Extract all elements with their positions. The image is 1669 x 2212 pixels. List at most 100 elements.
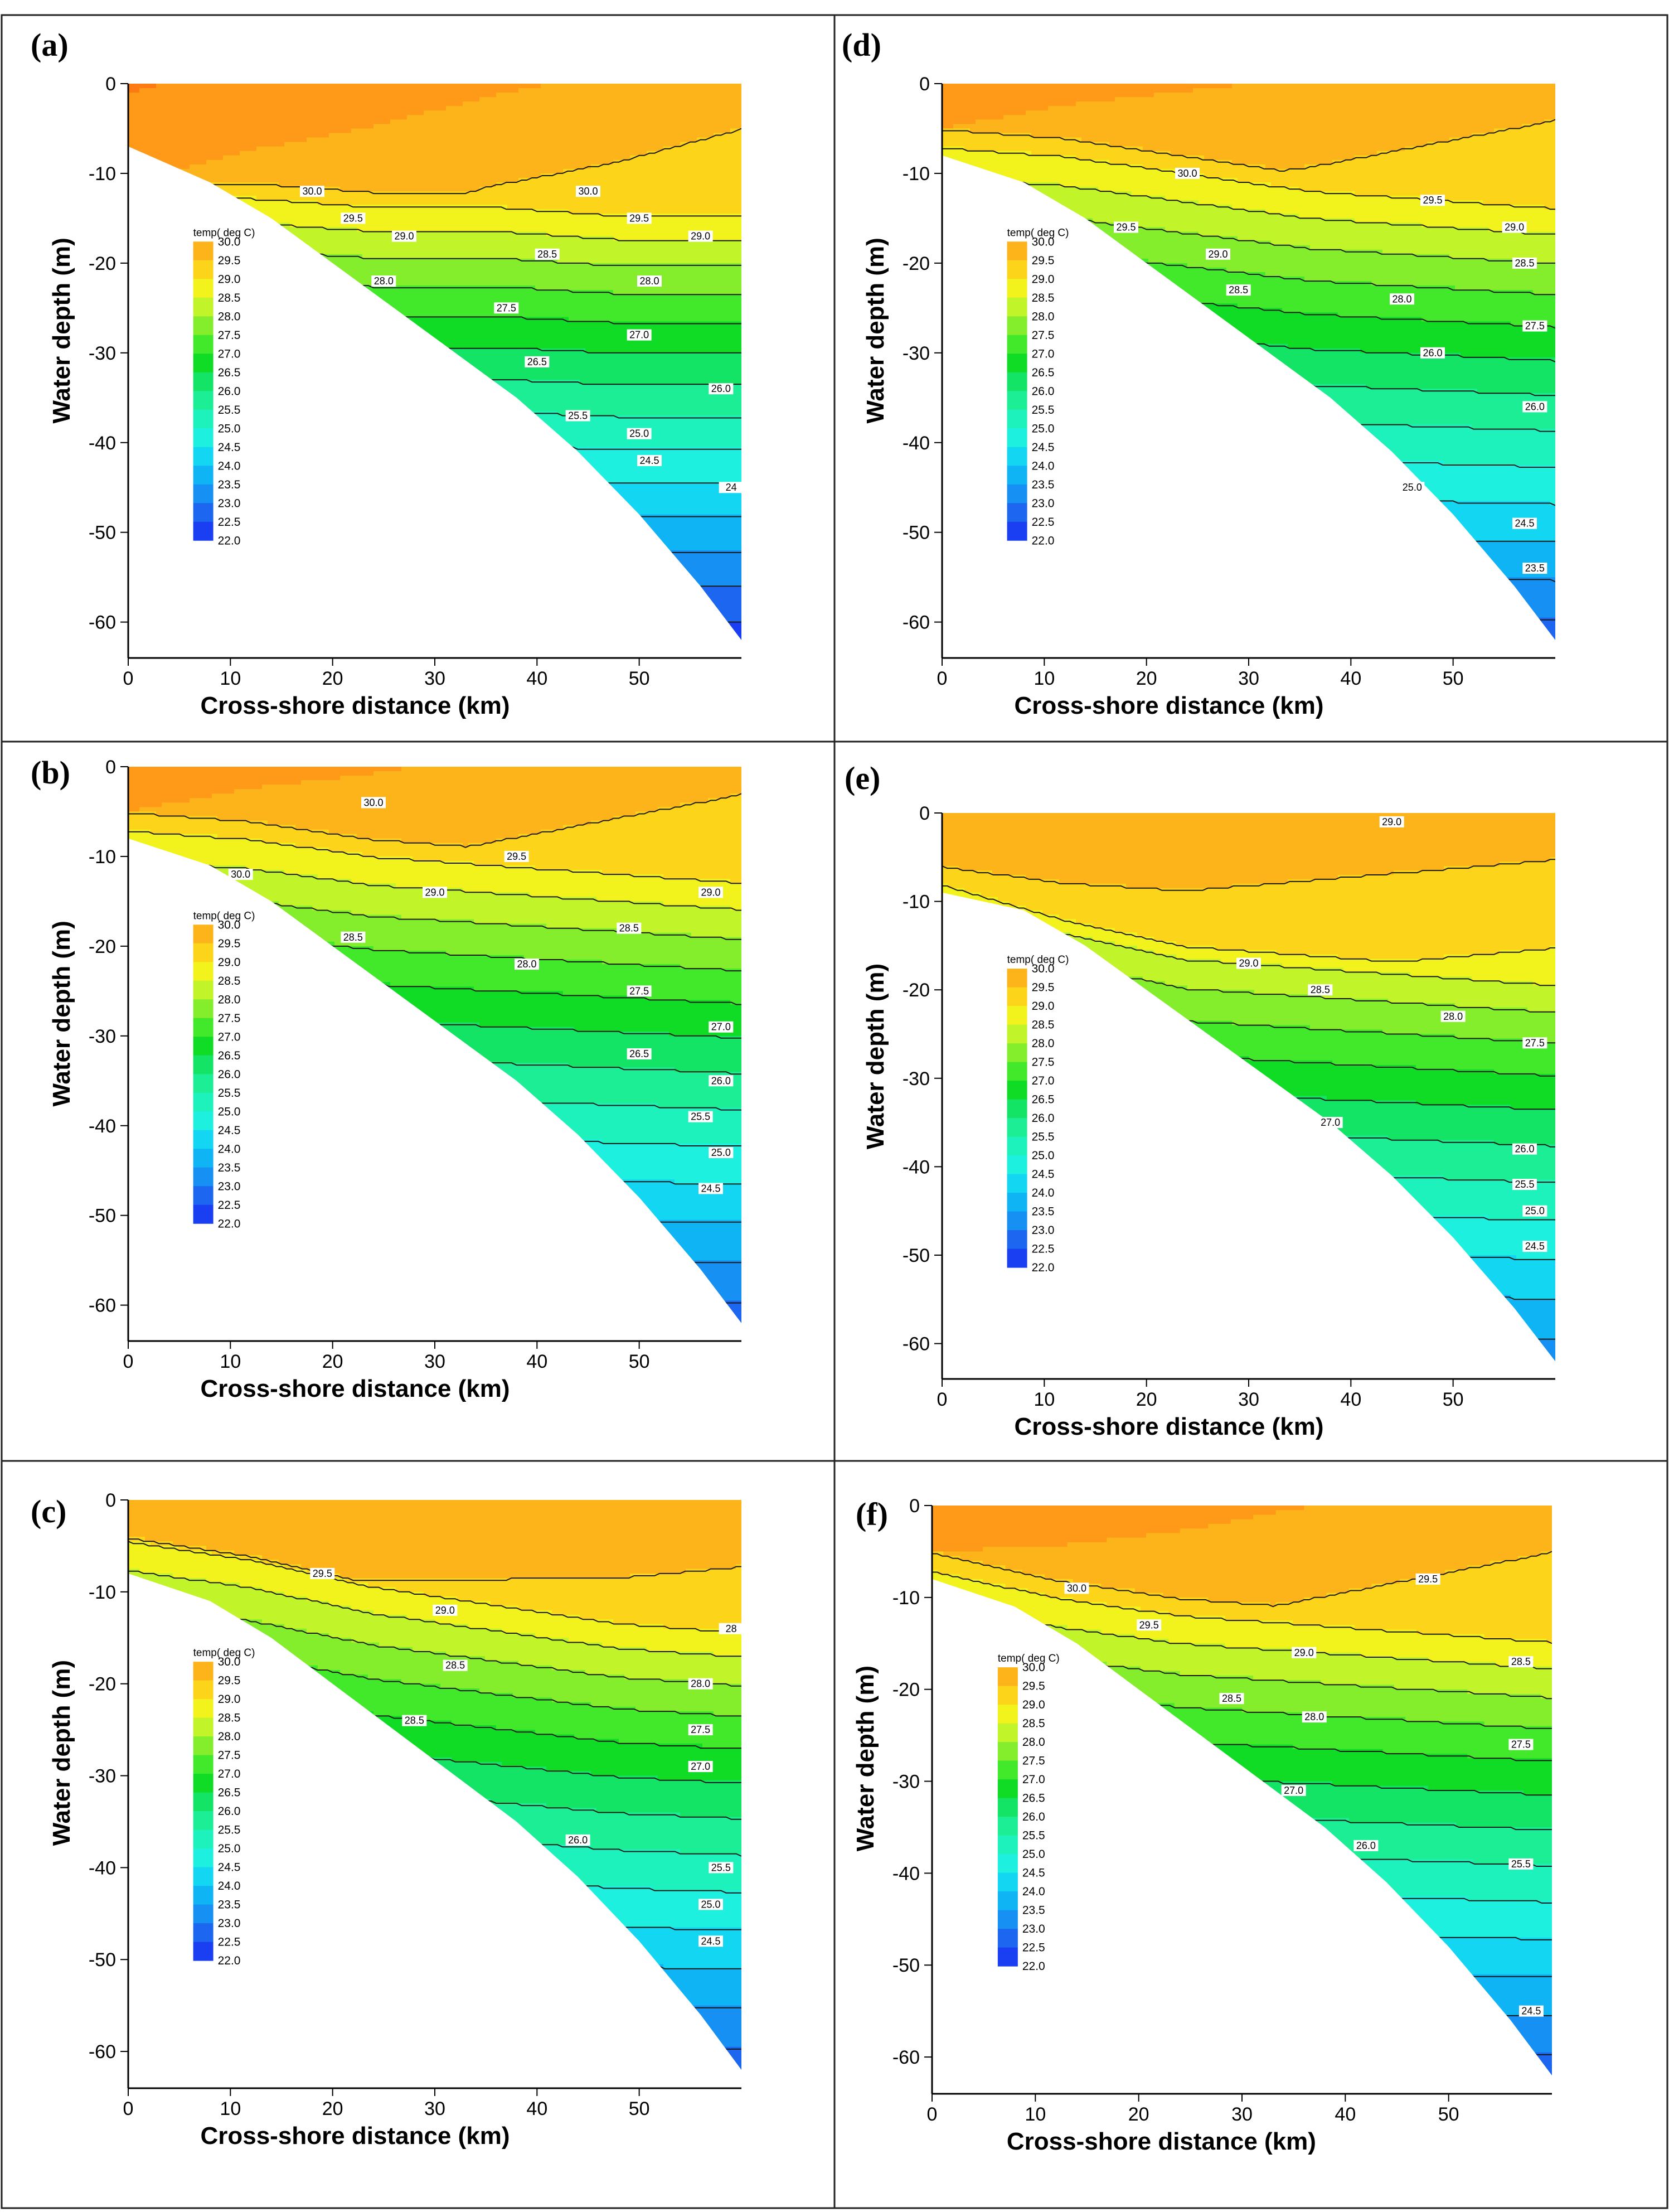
legend-swatch xyxy=(1007,1118,1027,1137)
legend-swatch xyxy=(1007,503,1027,522)
legend-label: 25.0 xyxy=(1032,422,1055,435)
y-tick-label: 0 xyxy=(919,74,930,95)
contour-label: 28.0 xyxy=(1392,293,1411,304)
contour-label: 25.0 xyxy=(1403,482,1422,493)
contour-label: 24.5 xyxy=(701,1935,720,1947)
contour-label: 24.5 xyxy=(639,455,659,466)
legend-swatch xyxy=(193,1867,214,1886)
legend-label: 27.5 xyxy=(1032,329,1055,342)
legend-swatch xyxy=(193,503,214,522)
contour-label: 29.0 xyxy=(425,887,444,898)
contour-label: 28 xyxy=(726,1623,737,1634)
legend-swatch xyxy=(1007,1230,1027,1249)
legend-label: 22.0 xyxy=(1032,534,1055,547)
legend-swatch xyxy=(1007,988,1027,1006)
legend-label: 25.5 xyxy=(1032,404,1055,417)
legend-label: 26.5 xyxy=(1032,366,1055,379)
legend-swatch xyxy=(193,1149,214,1168)
legend-label: 22.5 xyxy=(218,1936,241,1949)
x-tick-label: 50 xyxy=(629,1351,650,1372)
x-tick-label: 30 xyxy=(1238,1389,1259,1410)
y-tick-label: -10 xyxy=(892,1587,920,1609)
legend-swatch xyxy=(1007,1155,1027,1174)
x-tick-label: 0 xyxy=(123,668,134,689)
contour-label: 25.5 xyxy=(691,1111,710,1122)
legend-swatch xyxy=(193,1056,214,1074)
legend-swatch xyxy=(193,466,214,485)
x-tick-label: 20 xyxy=(1128,2104,1149,2125)
x-tick-label: 10 xyxy=(1034,668,1055,689)
legend-label: 23.5 xyxy=(1032,1206,1055,1218)
legend-swatch xyxy=(1007,372,1027,391)
y-tick-label: -10 xyxy=(89,1582,116,1603)
legend-swatch xyxy=(998,1929,1018,1948)
legend-swatch xyxy=(1007,1249,1027,1268)
y-tick-label: 0 xyxy=(909,1495,920,1517)
contour-label: 29.0 xyxy=(691,231,710,242)
legend-swatch xyxy=(193,410,214,429)
y-tick-label: -60 xyxy=(903,1334,930,1355)
legend-label: 29.5 xyxy=(218,254,241,267)
legend-label: 22.5 xyxy=(1032,1243,1055,1256)
contour-label: 27.0 xyxy=(691,1761,710,1772)
y-tick-label: -20 xyxy=(892,1679,920,1701)
contour-label: 23.5 xyxy=(1525,563,1545,574)
legend-swatch xyxy=(193,1848,214,1867)
legend-swatch xyxy=(998,1948,1018,1967)
x-tick-label: 10 xyxy=(1034,1389,1055,1410)
contour-label: 29.5 xyxy=(1139,1619,1159,1630)
contour-label: 30.0 xyxy=(1177,168,1197,179)
legend-swatch xyxy=(193,1718,214,1737)
legend-swatch xyxy=(193,925,214,943)
contour-label: 28.5 xyxy=(405,1715,424,1726)
contour-label: 30.0 xyxy=(578,186,598,197)
legend-swatch xyxy=(1007,447,1027,466)
y-axis-label: Water depth (m) xyxy=(862,964,889,1149)
legend-label: 29.0 xyxy=(218,1693,241,1706)
contour-label: 27.0 xyxy=(629,330,649,341)
legend-label: 29.0 xyxy=(1032,1000,1055,1013)
legend-label: 28.5 xyxy=(218,292,241,304)
legend-label: 22.0 xyxy=(218,1217,241,1230)
legend-label: 27.0 xyxy=(1022,1773,1045,1786)
contour-label: 29.5 xyxy=(507,851,526,862)
legend-swatch xyxy=(1007,466,1027,485)
legend-label: 24.5 xyxy=(1032,441,1055,454)
legend-label: 23.5 xyxy=(218,1161,241,1174)
contour-label: 28.0 xyxy=(691,1678,710,1690)
y-tick-label: -50 xyxy=(89,1206,116,1227)
contour-label: 28.5 xyxy=(619,923,639,934)
contour-label: 29.0 xyxy=(701,887,720,898)
legend-label: 26.0 xyxy=(1022,1811,1045,1823)
legend-label: 26.0 xyxy=(218,385,241,398)
chart-panel-3: 30.029.529.529.029.028.528.528.027.526.0… xyxy=(842,27,1556,719)
x-tick-label: 0 xyxy=(927,2104,938,2125)
legend-swatch xyxy=(193,1018,214,1037)
legend-swatch xyxy=(1007,522,1027,541)
x-tick-label: 10 xyxy=(220,2098,241,2119)
chart-panel-0: 30.0 30.029.5 29.529.0 29.028.528.0 28.027.5… xyxy=(31,27,744,719)
legend-label: 24.5 xyxy=(218,1861,241,1874)
y-tick-label: -20 xyxy=(903,253,930,274)
legend-label: 27.0 xyxy=(1032,1074,1055,1087)
legend-label: 26.5 xyxy=(1022,1792,1045,1805)
legend-label: 22.0 xyxy=(218,1954,241,1967)
contour-label: 26.0 xyxy=(1356,1840,1376,1851)
legend-label: 27.0 xyxy=(218,347,241,360)
legend-label: 26.0 xyxy=(218,1068,241,1081)
legend-swatch xyxy=(193,962,214,981)
legend-label: 23.0 xyxy=(218,1180,241,1193)
contour-label: 25.0 xyxy=(629,428,649,439)
legend-swatch xyxy=(998,1854,1018,1873)
contour-label: 28.0 xyxy=(639,275,659,287)
legend-label: 25.5 xyxy=(218,404,241,417)
y-tick-label: 0 xyxy=(105,1490,116,1511)
legend-label: 23.0 xyxy=(218,1917,241,1930)
legend-swatch xyxy=(193,391,214,410)
legend-label: 28.0 xyxy=(1022,1736,1045,1749)
legend-swatch xyxy=(998,1817,1018,1836)
legend-label: 30.0 xyxy=(1032,962,1055,975)
legend-label: 25.0 xyxy=(218,1842,241,1855)
legend-label: 25.5 xyxy=(1022,1829,1045,1842)
contour-label: 29.5 xyxy=(629,212,649,224)
